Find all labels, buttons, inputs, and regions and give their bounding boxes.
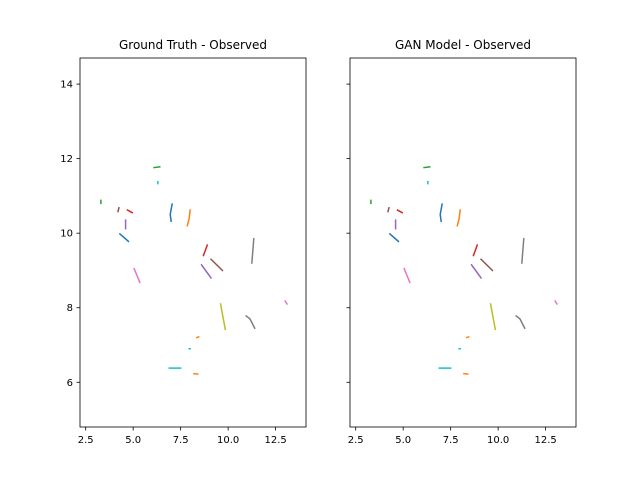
- y-tick-label: 14: [60, 80, 73, 91]
- y-tick-label: 10: [60, 229, 73, 240]
- series-segment-2: [396, 209, 404, 214]
- series-segment-12: [251, 237, 255, 264]
- series-segment-5: [153, 165, 161, 169]
- x-tick-label: 12.5: [534, 435, 556, 446]
- series-segment-2: [126, 209, 134, 214]
- y-tick-label: 8: [67, 303, 73, 314]
- series-segment-10: [200, 263, 213, 279]
- gan-model-panel: GAN Model - Observed 2.5 5.0 7.5 10.0 12.5: [346, 38, 577, 446]
- series-segment-9: [472, 244, 479, 257]
- ground-truth-panel: Ground Truth - Observed 2.5 5.0 7.5 10.0 12.5…: [60, 38, 307, 446]
- series-segment-7: [439, 203, 443, 223]
- series-segment-12: [521, 237, 525, 264]
- series-segment-15: [489, 303, 497, 331]
- x-tick-label: 5.0: [395, 435, 411, 446]
- series-segment-11: [479, 258, 494, 272]
- series-segment-1: [387, 206, 390, 213]
- series-segment-17: [195, 335, 200, 339]
- series-segment-4: [388, 232, 400, 243]
- series-segment-11: [209, 258, 224, 272]
- chart-title: Ground Truth - Observed: [119, 38, 267, 52]
- series-segment-16: [515, 314, 526, 330]
- series-segment-8: [456, 209, 461, 227]
- x-tick-label: 5.0: [125, 435, 141, 446]
- x-tick-label: 10.0: [487, 435, 509, 446]
- series-segment-1: [117, 206, 120, 213]
- series-segment-9: [202, 244, 209, 257]
- series-segment-5: [423, 165, 431, 169]
- series-segment-7: [169, 203, 173, 223]
- series-segment-14: [284, 299, 289, 306]
- series-segment-14: [554, 299, 559, 306]
- series-segment-15: [219, 303, 227, 331]
- series-segment-13: [133, 267, 141, 284]
- series-segment-17: [465, 335, 470, 339]
- chart-title: GAN Model - Observed: [395, 38, 531, 52]
- x-tick-label: 7.5: [443, 435, 459, 446]
- series-segment-13: [403, 267, 411, 284]
- x-tick-label: 10.0: [217, 435, 239, 446]
- axes-frame: [349, 57, 577, 428]
- series-segment-10: [470, 263, 483, 279]
- series-segment-8: [186, 209, 191, 227]
- x-tick-label: 2.5: [78, 435, 94, 446]
- y-tick-label: 12: [60, 154, 73, 165]
- x-tick-label: 12.5: [264, 435, 286, 446]
- axes-frame: [79, 57, 307, 428]
- x-tick-label: 7.5: [173, 435, 189, 446]
- y-tick-label: 6: [67, 378, 73, 389]
- series-segment-16: [245, 314, 256, 330]
- series-segment-4: [118, 232, 130, 243]
- x-tick-label: 2.5: [348, 435, 364, 446]
